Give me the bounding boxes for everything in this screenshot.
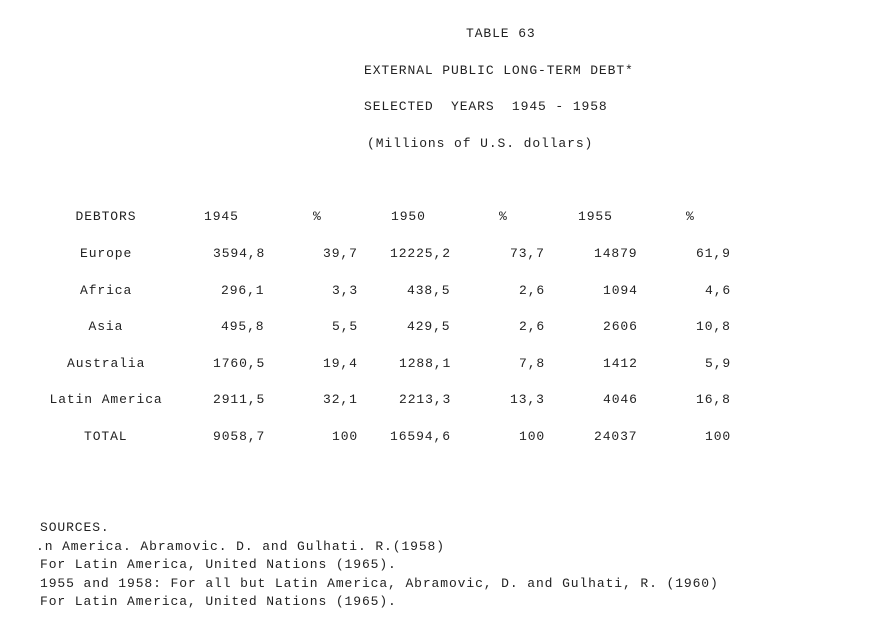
table-cell: 438,5 xyxy=(407,282,451,298)
table-cell: 12225,2 xyxy=(390,246,451,261)
table-cell: 39,7 xyxy=(323,246,358,261)
row-label: TOTAL xyxy=(84,429,128,444)
row-label: Asia xyxy=(88,319,124,335)
table-cell: 13,3 xyxy=(510,392,545,408)
sources-heading: SOURCES. xyxy=(40,520,110,535)
table-cell: 4,6 xyxy=(705,282,732,298)
table-cell: 61,9 xyxy=(696,246,731,261)
table-years: SELECTED YEARS 1945 - 1958 xyxy=(364,99,608,114)
table-cell: 100 xyxy=(332,429,359,444)
table-cell: 1094 xyxy=(603,282,638,298)
table-cell: 16594,6 xyxy=(390,429,451,444)
row-label: Latin America xyxy=(49,392,163,408)
table-cell: 4046 xyxy=(603,392,638,408)
table-cell: 19,4 xyxy=(323,355,358,371)
column-header: % xyxy=(499,209,508,224)
row-label: Europe xyxy=(80,246,133,261)
table-cell: 24037 xyxy=(594,429,638,444)
table-cell: 1288,1 xyxy=(399,355,452,371)
source-line: For Latin America, United Nations (1965)… xyxy=(40,593,397,609)
table-cell: 100 xyxy=(705,429,732,444)
table-cell: 2606 xyxy=(603,319,638,335)
table-cell: 2213,3 xyxy=(399,392,452,408)
table-cell: 296,1 xyxy=(221,282,265,298)
table-cell: 3,3 xyxy=(332,282,359,298)
table-cell: 14879 xyxy=(594,246,638,261)
table-cell: 9058,7 xyxy=(213,429,266,444)
table-cell: 100 xyxy=(519,429,546,444)
table-cell: 495,8 xyxy=(221,319,265,335)
table-cell: 32,1 xyxy=(323,392,358,408)
table-cell: 5,9 xyxy=(705,355,732,371)
table-cell: 7,8 xyxy=(519,355,546,371)
table-number: TABLE 63 xyxy=(466,26,536,41)
row-label: Australia xyxy=(67,355,146,371)
table-cell: 5,5 xyxy=(332,319,359,335)
table-cell: 1760,5 xyxy=(213,355,266,371)
table-units: (Millions of U.S. dollars) xyxy=(367,136,594,151)
row-label: Africa xyxy=(80,282,133,298)
table-cell: 1412 xyxy=(603,355,638,371)
column-header: % xyxy=(313,209,322,224)
table-cell: 10,8 xyxy=(696,319,731,335)
column-header: 1955 xyxy=(578,209,613,224)
table-cell: 2,6 xyxy=(519,282,546,298)
column-header: DEBTORS xyxy=(75,209,137,224)
table-cell: 2,6 xyxy=(519,319,546,335)
column-header: % xyxy=(686,209,695,224)
source-line: 1955 and 1958: For all but Latin America… xyxy=(40,575,719,591)
table-cell: 16,8 xyxy=(696,392,731,408)
table-title: EXTERNAL PUBLIC LONG-TERM DEBT* xyxy=(364,63,634,78)
table-cell: 429,5 xyxy=(407,319,451,335)
column-header: 1950 xyxy=(391,209,426,224)
table-cell: 2911,5 xyxy=(213,392,266,408)
table-cell: 3594,8 xyxy=(213,246,266,261)
column-header: 1945 xyxy=(204,209,239,224)
source-line: For Latin America, United Nations (1965)… xyxy=(40,557,397,573)
table-cell: 73,7 xyxy=(510,246,545,261)
source-line: .n America. Abramovic. D. and Gulhati. R… xyxy=(36,539,445,554)
